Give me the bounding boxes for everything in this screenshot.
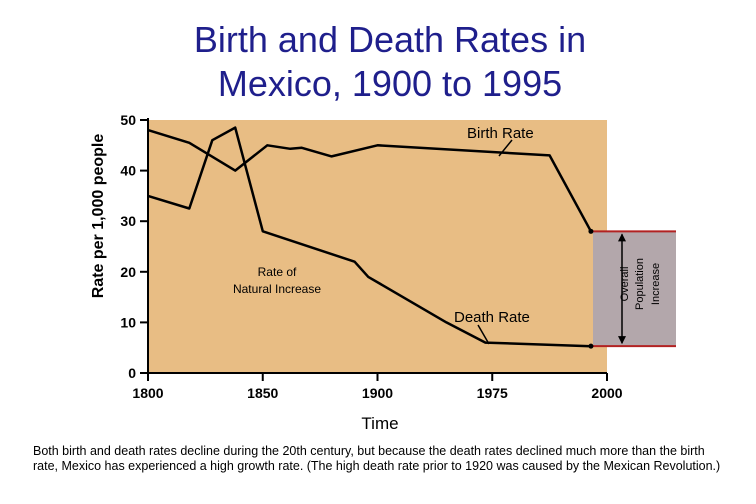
y-axis-label: Rate per 1,000 people — [90, 134, 107, 299]
birth-rate-label: Birth Rate — [467, 125, 534, 142]
birth-rate-pointer — [498, 139, 513, 157]
overall-increase-label-3: Increase — [650, 263, 662, 305]
increase-arrow-head-bottom — [618, 336, 626, 345]
x-tick-label: 1900 — [362, 385, 393, 401]
x-tick-label: 1800 — [132, 385, 163, 401]
death-rate-pointer — [477, 324, 490, 345]
natural-increase-label-line-1: Rate of — [258, 265, 297, 279]
overall-increase-label-2: Population — [634, 258, 646, 310]
overall-increase-label-1: Overall — [619, 267, 631, 302]
x-tick-label: 1975 — [477, 385, 508, 401]
y-tick-label: 20 — [120, 264, 136, 280]
birth-rate-end-point — [588, 228, 594, 234]
birth-rate-line — [147, 128, 592, 232]
x-axis-label: Time — [361, 414, 398, 433]
y-tick-label: 0 — [128, 365, 136, 381]
y-tick-label: 40 — [120, 163, 136, 179]
y-tick-label: 10 — [120, 314, 136, 330]
chart-title: Birth and Death Rates in Mexico, 1900 to… — [110, 18, 670, 106]
x-tick-label: 1850 — [247, 385, 278, 401]
population-increase-band — [593, 231, 676, 347]
x-tick-label: 2000 — [591, 385, 622, 401]
death-rate-end-point — [588, 343, 594, 349]
title-line-2: Mexico, 1900 to 1995 — [217, 63, 563, 104]
title-line-1: Birth and Death Rates in — [193, 19, 587, 60]
death-rate-line — [147, 126, 591, 348]
y-tick-label: 50 — [120, 112, 136, 128]
caption: Both birth and death rates decline durin… — [33, 444, 721, 473]
natural-increase-label-line-2: Natural Increase — [233, 282, 321, 296]
y-tick-label: 30 — [120, 213, 136, 229]
plot-area — [148, 120, 607, 373]
increase-arrow-head-top — [618, 233, 626, 242]
death-rate-label: Death Rate — [454, 309, 530, 326]
